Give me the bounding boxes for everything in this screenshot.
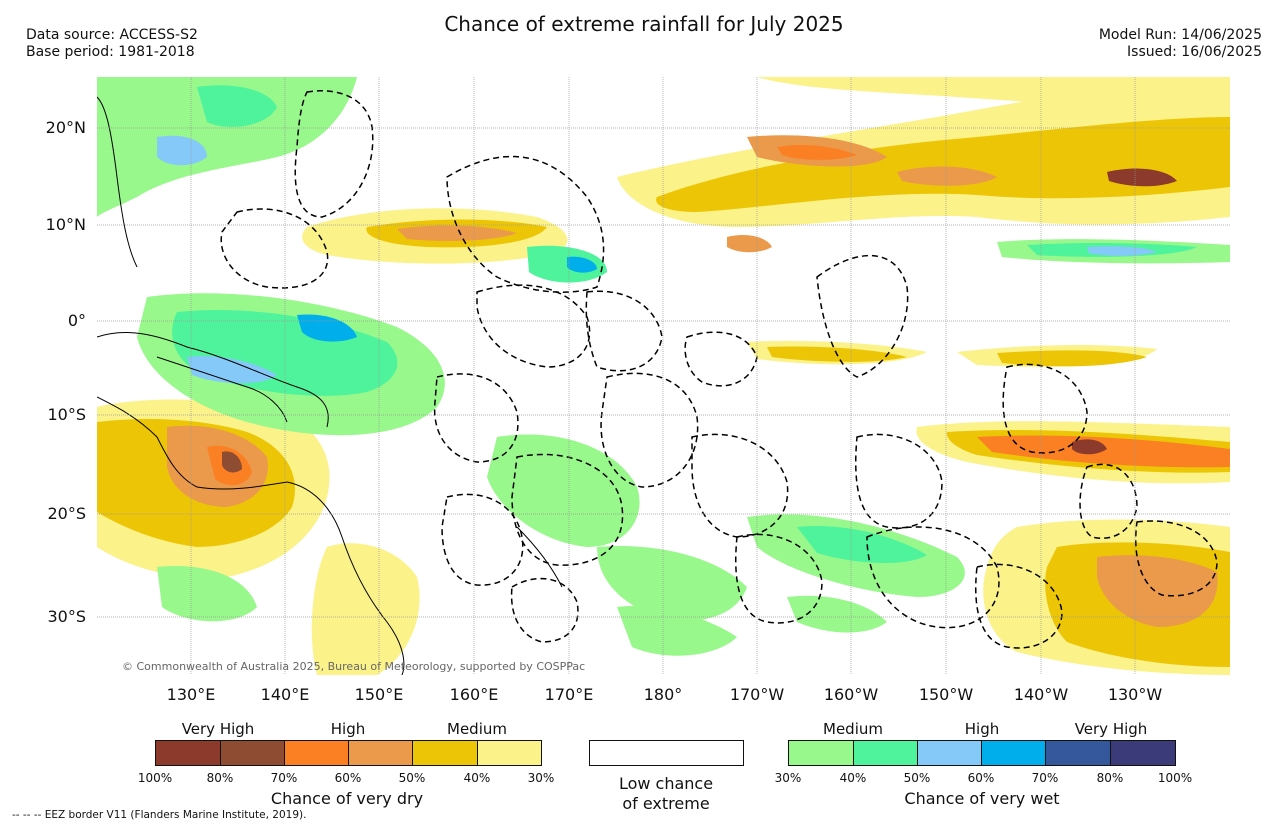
legend-low-line1: Low chance — [618, 774, 714, 793]
coastlines — [97, 96, 563, 675]
base-period: Base period: 1981-2018 — [26, 44, 195, 60]
lon-label-170w: 170°W — [729, 685, 785, 704]
lon-label-140w: 140°W — [1013, 685, 1069, 704]
legend-dry-very-high: Very High — [181, 720, 255, 738]
legend-wet-tick: 60% — [967, 771, 995, 785]
copyright-note: © Commonwealth of Australia 2025, Bureau… — [122, 660, 586, 673]
legend-wet-very-high: Very High — [1074, 720, 1148, 738]
issued-date: Issued: 16/06/2025 — [1127, 44, 1262, 60]
legend-dry-tick: 40% — [463, 771, 491, 785]
eez-footnote: -- -- -- EEZ border V11 (Flanders Marine… — [12, 809, 307, 821]
legend-wet-tick: 100% — [1157, 771, 1193, 785]
legend-dry-tick: 80% — [206, 771, 234, 785]
lon-label-130w: 130°W — [1107, 685, 1163, 704]
legend-wet-swatch — [788, 740, 854, 766]
legend-dry-medium: Medium — [447, 720, 507, 738]
legend-wet-swatch — [1110, 740, 1176, 766]
lat-label-20s: 20°S — [47, 504, 86, 523]
lon-label-130e: 130°E — [166, 685, 216, 704]
rainfall-map — [97, 77, 1230, 675]
legend-wet-tick: 50% — [903, 771, 931, 785]
lon-label-180: 180° — [643, 685, 683, 704]
legend-wet-high: High — [964, 720, 1000, 738]
lon-label-170e: 170°E — [544, 685, 594, 704]
legend-wet-tick: 40% — [839, 771, 867, 785]
lon-label-160e: 160°E — [449, 685, 499, 704]
eez-borders — [220, 90, 1218, 649]
legend-wet-tick: 80% — [1096, 771, 1124, 785]
lat-label-0: 0° — [67, 311, 86, 330]
model-run-block: Model Run: 14/06/2025 Issued: 16/06/2025 — [1099, 27, 1262, 61]
legend-wet-swatch — [853, 740, 918, 766]
lon-label-160w: 160°W — [823, 685, 879, 704]
legend-wet-tick: 70% — [1031, 771, 1059, 785]
legend-wet-swatch — [981, 740, 1046, 766]
legend-dry-tick: 30% — [527, 771, 555, 785]
legend-dry-swatch — [348, 740, 413, 766]
map-canvas — [97, 77, 1230, 675]
legend-dry-swatch — [284, 740, 349, 766]
legend-dry-tick: 70% — [270, 771, 298, 785]
legend-wet-swatch — [917, 740, 982, 766]
legend-dry-swatch — [477, 740, 542, 766]
legend-low-line2: of extreme — [622, 794, 710, 813]
lon-label-150e: 150°E — [354, 685, 404, 704]
legend-dry-title: Chance of very dry — [270, 789, 424, 808]
model-run: Model Run: 14/06/2025 — [1098, 27, 1262, 43]
lat-label-30s: 30°S — [47, 607, 86, 626]
lon-label-150w: 150°W — [918, 685, 974, 704]
map-title: Chance of extreme rainfall for July 2025 — [444, 12, 844, 36]
lat-label-10s: 10°S — [47, 405, 86, 424]
dry-areas — [97, 77, 1230, 675]
data-source: Data source: ACCESS-S2 — [26, 27, 198, 43]
legend-wet-medium: Medium — [823, 720, 883, 738]
data-source-block: Data source: ACCESS-S2 Base period: 1981… — [26, 27, 198, 61]
wet-areas — [97, 77, 1230, 656]
legend-dry-swatch — [155, 740, 221, 766]
legend-wet-tick: 30% — [774, 771, 802, 785]
legend-dry-tick: 60% — [334, 771, 362, 785]
lat-label-10n: 10°N — [45, 215, 86, 234]
graticule — [97, 77, 1230, 675]
lon-label-140e: 140°E — [260, 685, 310, 704]
lat-label-20n: 20°N — [45, 118, 86, 137]
legend-dry-swatch — [220, 740, 285, 766]
legend-wet-swatch — [1045, 740, 1111, 766]
legend-dry-swatch — [412, 740, 478, 766]
legend-dry-high: High — [330, 720, 366, 738]
legend-dry-tick: 100% — [137, 771, 173, 785]
legend-dry-tick: 50% — [398, 771, 426, 785]
legend-wet-title: Chance of very wet — [904, 789, 1060, 808]
legend-low-swatch — [589, 740, 744, 766]
